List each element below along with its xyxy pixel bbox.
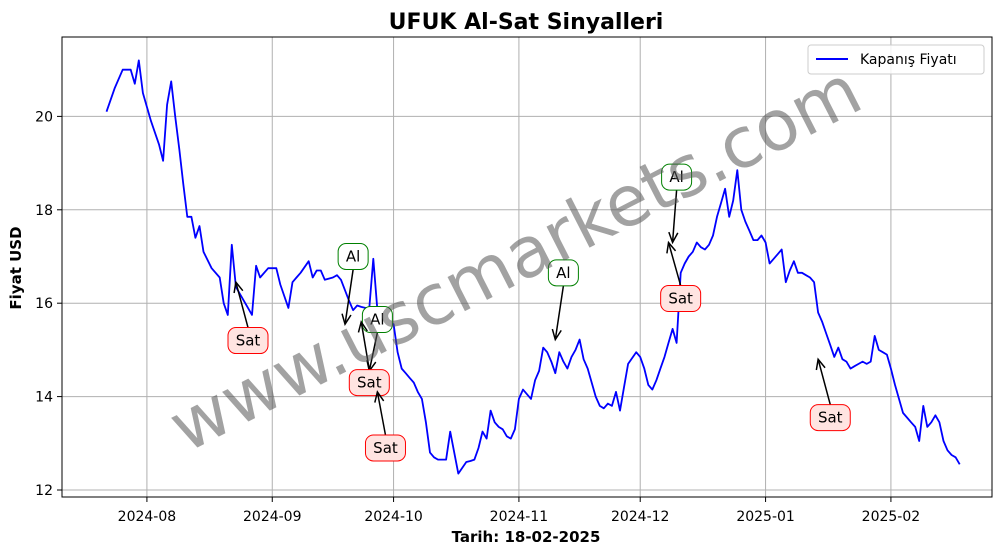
signal-arrow-shaft (344, 269, 354, 323)
price-line (105, 59, 961, 475)
signal-arrow-shaft (235, 283, 249, 328)
signal-annotations: Sat Al Al Sat Sat Al Al Sat Sat (227, 163, 851, 462)
y-tick-label: 18 (35, 203, 53, 219)
signal-arrow-shaft (368, 332, 379, 370)
signal-label-text: Sat (357, 374, 382, 392)
x-tick-label: 2024-11 (490, 509, 549, 525)
x-tick-label: 2024-09 (243, 509, 302, 525)
buy-signal: Al (337, 242, 369, 327)
signal-label-box (809, 404, 851, 432)
signal-label-text: Sat (373, 439, 398, 457)
signal-label-box (348, 369, 390, 397)
sell-signal: Sat (348, 320, 390, 397)
signal-arrow-head (233, 280, 244, 294)
signal-arrow-shaft (671, 190, 678, 241)
x-tick-label: 2024-10 (364, 509, 423, 525)
grid (62, 37, 992, 497)
signal-label-text: Sat (818, 409, 843, 427)
buy-signal: Al (547, 259, 579, 342)
y-tick-label: 12 (35, 483, 53, 499)
signal-arrow-head (357, 320, 368, 333)
signal-label-text: Al (556, 264, 570, 282)
signal-label-box (660, 285, 702, 313)
signal-arrow-head (341, 313, 352, 327)
signal-label-text: Sat (668, 290, 693, 308)
signal-label-box (661, 163, 693, 191)
signal-arrow-shaft (360, 323, 371, 370)
signal-arrow-shaft (377, 393, 387, 436)
price-line-layer (105, 59, 961, 475)
signal-arrow-head (551, 328, 562, 342)
signal-label-text: Al (370, 311, 384, 329)
signal-label-box (361, 306, 393, 334)
y-tick-label: 16 (35, 296, 53, 312)
sell-signal: Sat (660, 240, 702, 313)
x-tick-label: 2025-02 (862, 509, 921, 525)
buy-signal: Al (661, 163, 693, 245)
x-tick-label: 2024-12 (611, 509, 670, 525)
x-tick-label: 2024-08 (118, 509, 177, 525)
signal-arrow-head (668, 231, 679, 245)
signal-label-text: Al (669, 168, 683, 186)
signal-arrow-shaft (554, 285, 565, 338)
x-tick-label: 2025-01 (736, 509, 795, 525)
signal-arrow-shaft (668, 244, 682, 286)
legend-box (807, 44, 985, 75)
sell-signal: Sat (227, 280, 269, 355)
signal-label-box (337, 242, 369, 270)
axis-ticks: 12 14 16 18 20 2024-08 2024-09 2024-10 2024-11 20… (35, 109, 920, 525)
legend-label: Kapanış Fiyatı (860, 52, 957, 68)
legend: Kapanış Fiyatı (807, 44, 985, 75)
signal-label-text: Al (346, 247, 360, 265)
y-tick-label: 14 (35, 390, 53, 406)
sell-signal: Sat (809, 357, 851, 432)
signal-arrow-head (666, 240, 677, 254)
chart-title: UFUK Al-Sat Sinyalleri (389, 10, 664, 35)
signal-arrow-head (815, 357, 826, 371)
signal-label-box (364, 434, 406, 462)
signal-label-box (547, 259, 579, 287)
signal-label-text: Sat (236, 332, 261, 350)
y-tick-label: 20 (35, 109, 53, 125)
plot-frame (61, 36, 993, 498)
signal-label-box (227, 327, 269, 355)
x-axis-label: Tarih: 18-02-2025 (452, 528, 601, 546)
sell-signal: Sat (364, 390, 406, 462)
signal-arrow-shaft (817, 360, 831, 405)
signal-arrow-head (374, 390, 385, 403)
y-axis-label: Fiyat USD (7, 226, 25, 309)
